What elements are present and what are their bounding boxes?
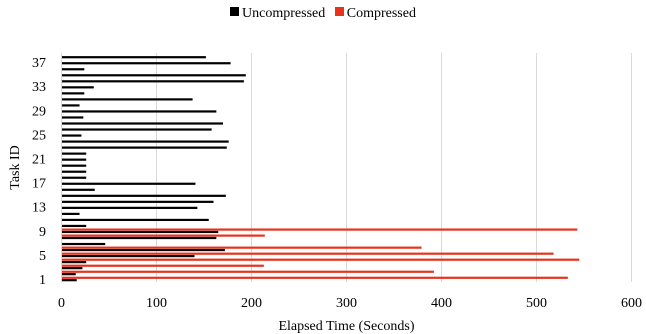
y-tick-label: 25	[32, 128, 46, 143]
bar-uncompressed	[61, 273, 76, 276]
bar-uncompressed	[61, 164, 87, 167]
bar-uncompressed	[61, 146, 227, 149]
bar-uncompressed	[61, 158, 87, 161]
bar-uncompressed	[61, 170, 87, 173]
legend-label-uncompressed: Uncompressed	[242, 6, 326, 21]
x-tick-label: 600	[621, 296, 642, 311]
y-tick-label: 29	[32, 104, 46, 119]
bar-compressed	[61, 258, 580, 261]
y-tick-label: 5	[39, 249, 46, 264]
bar-uncompressed	[61, 134, 82, 137]
bar-uncompressed	[61, 182, 196, 185]
x-tick-label: 200	[241, 296, 262, 311]
bar-uncompressed	[61, 80, 244, 83]
legend-item-compressed: Compressed	[334, 6, 416, 22]
legend-swatch-compressed	[334, 7, 344, 16]
bar-uncompressed	[61, 279, 77, 282]
bar-uncompressed	[61, 248, 225, 252]
bar-compressed	[61, 246, 422, 249]
bar-compressed	[61, 270, 434, 273]
legend-swatch-uncompressed	[230, 7, 240, 16]
bar-uncompressed	[61, 206, 198, 209]
bar-compressed	[61, 264, 264, 267]
bar-uncompressed	[61, 62, 231, 65]
bar-uncompressed	[61, 236, 217, 240]
legend-item-uncompressed: Uncompressed	[230, 6, 325, 22]
y-tick-label: 17	[32, 177, 46, 192]
bar-uncompressed	[61, 194, 226, 197]
bar-uncompressed	[61, 104, 80, 107]
bar-uncompressed	[61, 116, 84, 119]
bar-uncompressed	[61, 122, 223, 125]
legend: Uncompressed Compressed	[0, 6, 646, 22]
bar-uncompressed	[61, 128, 212, 131]
y-tick-label: 33	[32, 80, 46, 95]
bar-uncompressed	[61, 254, 195, 258]
bar-uncompressed	[61, 98, 193, 101]
bar-uncompressed	[61, 74, 246, 77]
bar-compressed	[61, 228, 578, 231]
bar-uncompressed	[61, 242, 106, 246]
y-tick-label: 9	[39, 225, 46, 240]
y-axis-title: Task ID	[8, 145, 23, 190]
x-tick-label: 100	[146, 296, 167, 311]
bar-uncompressed	[61, 188, 95, 191]
bar-uncompressed	[61, 110, 217, 113]
x-axis-title: Elapsed Time (Seconds)	[278, 319, 414, 334]
x-tick-label: 300	[336, 296, 357, 311]
bar-uncompressed	[61, 68, 85, 71]
legend-label-compressed: Compressed	[346, 6, 416, 21]
x-tick-label: 0	[58, 296, 65, 311]
bar-compressed	[61, 276, 568, 279]
y-tick-label: 37	[32, 56, 46, 71]
bar-uncompressed	[61, 176, 87, 179]
bar-uncompressed	[61, 218, 209, 222]
x-tick-label: 500	[526, 296, 547, 311]
bar-compressed	[61, 252, 554, 255]
bar-uncompressed	[61, 212, 80, 215]
bar-uncompressed	[61, 56, 206, 59]
y-tick-label: 13	[32, 201, 46, 216]
y-tick-label: 1	[39, 273, 46, 288]
y-tick-label: 21	[32, 152, 46, 167]
bar-uncompressed	[61, 230, 219, 234]
bar-uncompressed	[61, 261, 87, 264]
bar-uncompressed	[61, 140, 229, 143]
bar-uncompressed	[61, 152, 87, 155]
x-tick-label: 400	[431, 296, 452, 311]
bar-uncompressed	[61, 267, 83, 270]
bar-uncompressed	[61, 86, 94, 89]
bar-uncompressed	[61, 92, 85, 95]
bar-uncompressed	[61, 224, 87, 228]
bar-compressed	[61, 234, 265, 237]
bar-uncompressed	[61, 200, 214, 203]
